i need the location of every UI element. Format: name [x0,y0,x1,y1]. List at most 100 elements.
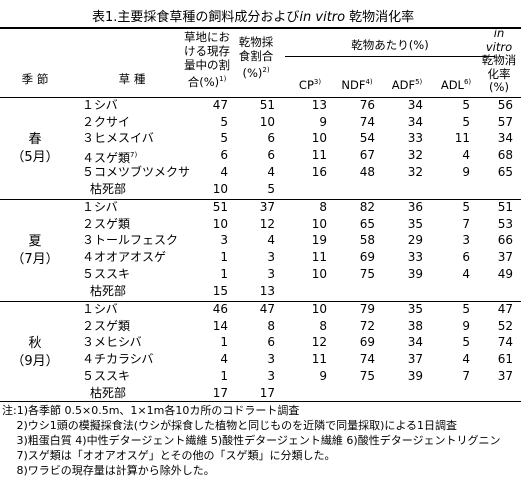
cell-ivd: 52 [497,318,513,333]
species-name: ５ススキ [82,368,131,383]
species-name: ３トールフェスク [82,233,179,248]
per-dm-rule [285,56,495,57]
cell-cp: 11 [311,352,327,367]
cell-ratio: 10 [212,181,228,196]
species-name: ５ススキ [82,266,131,281]
cell-cp: 10 [311,131,327,146]
cell-ndf: 82 [359,200,375,214]
cell-ndf: 54 [359,131,375,146]
cell-adf: 36 [407,200,423,214]
cell-ratio: 47 [212,98,228,112]
cell-adl: 9 [462,318,470,333]
note-line: 3)粗蛋白質 4)中性デタージェント繊維 5)酸性デタージェント繊維 6)酸性デ… [2,434,501,447]
cell-intake: 8 [267,318,275,333]
cell-ratio: 5 [220,131,228,146]
header-ndf: NDF4) [341,77,373,92]
cell-ratio: 4 [220,164,228,179]
cell-ndf: 76 [359,98,375,112]
cell-intake: 51 [259,98,275,112]
table-title: 表1.主要採食草種の飼料成分およびin vitro 乾物消化率 [92,10,415,25]
cell-ratio: 4 [220,352,228,367]
cell-ivd: 47 [497,302,513,316]
cell-adf: 33 [407,250,423,265]
species-name: ５コメツブツメクサ [82,164,191,179]
cell-adl: 5 [462,335,470,350]
species-name: 枯死部 [90,385,127,400]
bottom-rule [0,401,521,402]
species-name: １シバ [82,98,118,112]
cell-adf: 34 [407,114,423,129]
cell-intake: 3 [267,250,275,265]
cell-intake: 3 [267,368,275,383]
season-label: 春（5月） [11,132,59,165]
cell-cp: 9 [319,114,327,129]
cell-adf: 35 [407,302,423,316]
cell-adl: 5 [462,114,470,129]
cell-adl: 6 [462,250,470,265]
cell-cp: 8 [319,318,327,333]
cell-ndf: 74 [359,114,375,129]
cell-adf: 39 [407,266,423,281]
cell-adf: 38 [407,318,423,333]
cell-ivd: 56 [497,98,513,112]
header-season: 季 節 [21,72,49,86]
cell-adf: 34 [407,98,423,112]
cell-adf: 32 [407,164,423,179]
cell-adl: 4 [462,266,470,281]
cell-ivd: 66 [497,233,513,248]
top-rule [0,27,521,29]
cell-adf: 37 [407,352,423,367]
cell-ndf: 74 [359,352,375,367]
species-name: １シバ [82,302,118,316]
header-ivd: in vitro 乾物消 化率 (%) [481,26,517,94]
header-intake: 乾物採 食割合 (%)2) [238,35,274,80]
cell-adf: 34 [407,335,423,350]
cell-ratio: 10 [212,216,228,231]
cell-adf: 29 [407,233,423,248]
cell-ivd: 37 [497,368,513,383]
species-name: １シバ [82,200,118,214]
species-name: 枯死部 [90,181,127,196]
cell-intake: 12 [259,216,275,231]
cell-cp: 10 [311,266,327,281]
cell-cp: 16 [311,164,327,179]
cell-adl: 3 [462,233,470,248]
cell-ratio: 15 [212,283,228,298]
cell-cp: 10 [311,216,327,231]
cell-ivd: 53 [497,216,513,231]
note-line: 8)ワラビの現存量は計算から除外した。 [2,464,215,477]
header-rule [0,97,521,98]
note-line: 2)ウシ1頭の模擬採食法(ウシが採食した植物と同じものを近隣で同量採取)による1… [2,419,458,432]
species-name: 枯死部 [90,283,127,298]
header-per-dm: 乾物あたり(%) [351,38,429,52]
cell-ratio: 1 [220,335,228,350]
species-name: ２スゲ類 [82,216,131,231]
cell-ratio: 1 [220,266,228,281]
header-cp: CP3) [298,77,322,92]
cell-ratio: 3 [220,233,228,248]
cell-cp: 9 [319,368,327,383]
cell-cp: 13 [311,98,327,112]
cell-ndf: 65 [359,216,375,231]
group-rule-1 [0,199,521,200]
cell-ndf: 48 [359,164,375,179]
header-ratio: 草地にお ける現存 量中の割 合(%)1) [184,30,230,89]
cell-ndf: 75 [359,266,375,281]
cell-intake: 3 [267,266,275,281]
cell-intake: 10 [259,114,275,129]
cell-cp: 8 [319,200,327,214]
cell-adl: 4 [462,148,470,163]
species-name: ３メヒシバ [82,335,142,350]
cell-adl: 5 [462,98,470,112]
cell-adf: 35 [407,216,423,231]
cell-intake: 6 [267,335,275,350]
header-adl: ADL6) [440,77,472,92]
cell-ratio: 46 [212,302,228,316]
cell-adf: 32 [407,148,423,163]
note-line: 7)スゲ類は「オオアオスゲ」とその他の「スゲ類」に分類した。 [2,449,336,462]
note-line: 注:1)各季節 0.5×0.5m、1×1m各10カ所のコドラート調査 [2,404,300,417]
cell-adf: 39 [407,368,423,383]
cell-intake: 37 [259,200,275,214]
cell-adl: 4 [462,352,470,367]
